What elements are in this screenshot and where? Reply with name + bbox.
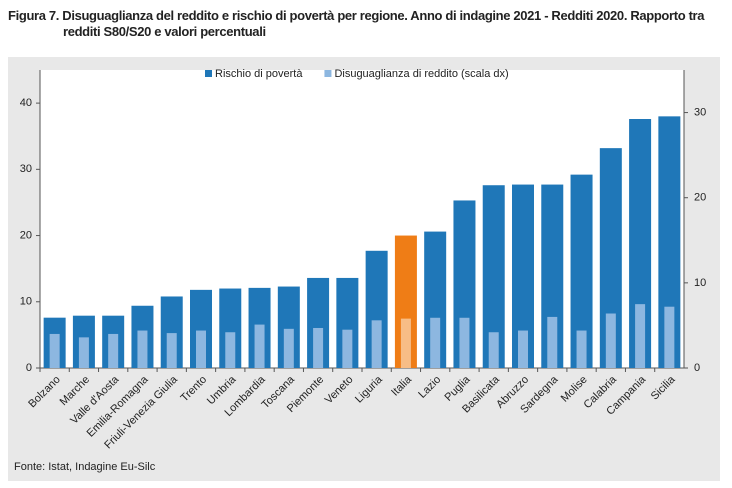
bar (453, 200, 476, 368)
source: Fonte: Istat, Indagine Eu-Silc (14, 461, 156, 473)
y-tick-label: 0 (26, 362, 32, 374)
bar (108, 333, 119, 368)
bar (196, 330, 206, 368)
bar (336, 277, 359, 368)
chart-title: Figura 7. Disuguaglianza del reddito e r… (8, 8, 705, 39)
bar (599, 148, 622, 368)
bar (512, 184, 534, 368)
bar (78, 337, 89, 368)
bar (459, 317, 470, 368)
bar (518, 330, 528, 368)
y2-tick-label: 10 (694, 277, 706, 289)
bar (541, 184, 564, 368)
bar (430, 317, 441, 368)
bar (635, 304, 646, 368)
legend-swatch (324, 70, 332, 77)
bar (342, 329, 353, 368)
bar (160, 296, 183, 368)
bar (254, 324, 265, 368)
bar (307, 277, 330, 368)
y-tick-label: 10 (20, 296, 32, 308)
y-tick-label: 30 (20, 163, 32, 175)
bar (576, 330, 587, 368)
bar (166, 333, 177, 368)
y2-tick-label: 30 (694, 106, 706, 118)
bar (658, 116, 681, 368)
bar (277, 286, 300, 368)
bar (371, 320, 382, 368)
bar (283, 328, 294, 368)
bar (629, 119, 652, 368)
y-tick-label: 40 (20, 97, 32, 109)
bar (482, 185, 505, 368)
bar (400, 318, 411, 368)
legend-label: Disuguaglianza di reddito (scala dx) (334, 68, 508, 80)
bar (488, 332, 499, 368)
bar (394, 235, 417, 368)
bar (424, 231, 447, 368)
legend-label: Rischio di povertà (215, 68, 303, 80)
bar (605, 313, 616, 368)
bar (365, 250, 388, 368)
bar (225, 332, 236, 368)
y2-tick-label: 0 (694, 362, 700, 374)
legend-swatch (205, 70, 212, 77)
bar (547, 316, 558, 368)
bar (219, 288, 242, 368)
y2-tick-label: 20 (694, 192, 706, 204)
bar (570, 174, 593, 368)
bar (49, 333, 60, 368)
y-tick-label: 20 (20, 229, 32, 241)
bar (190, 289, 212, 368)
bar (664, 306, 675, 368)
bar (137, 330, 148, 368)
bar (313, 327, 324, 368)
